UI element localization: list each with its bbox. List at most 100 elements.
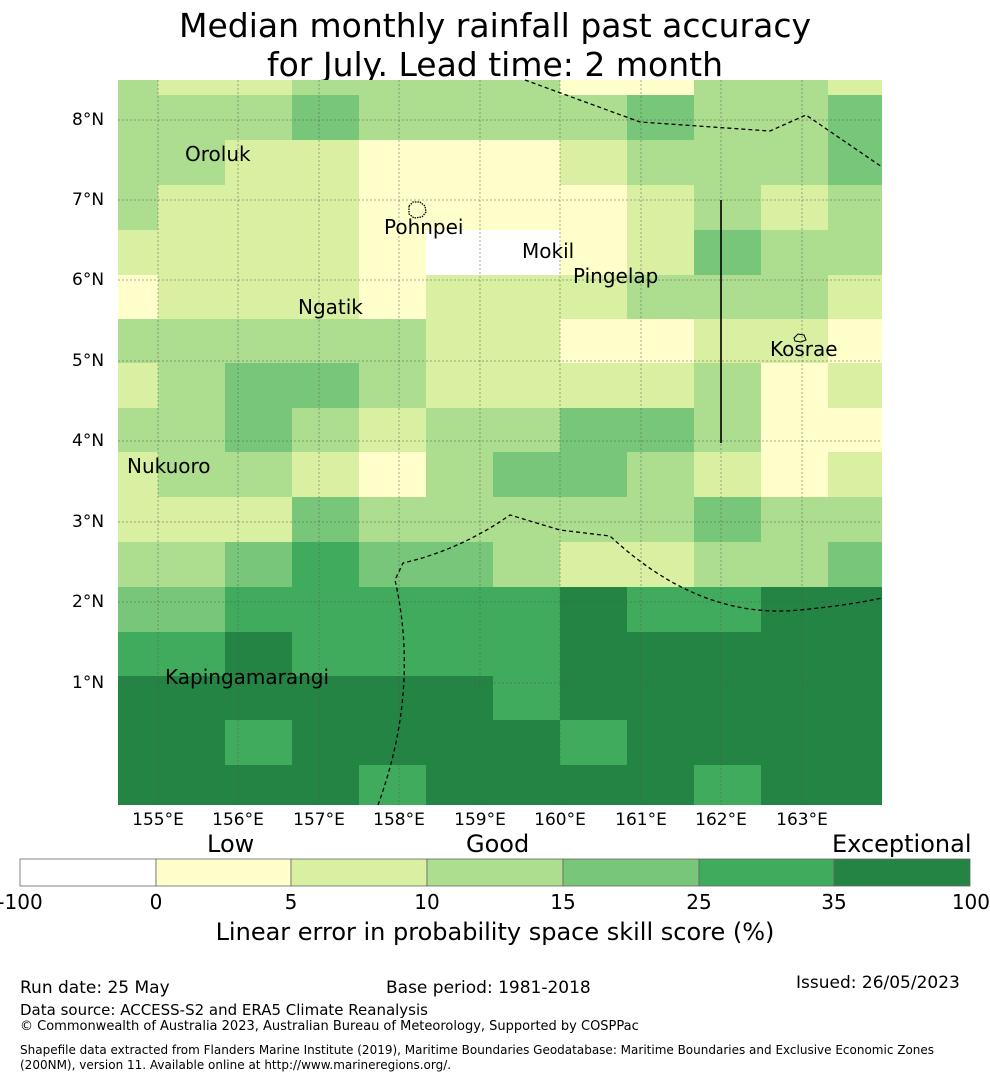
grid-cell bbox=[426, 632, 493, 676]
grid-cell bbox=[118, 497, 158, 542]
grid-cell bbox=[560, 95, 627, 140]
grid-cell bbox=[828, 408, 882, 452]
colorbar-swatch bbox=[290, 858, 428, 887]
grid-cell bbox=[694, 676, 761, 720]
grid-cell bbox=[828, 676, 882, 720]
grid-cell bbox=[118, 363, 158, 408]
colorbar-swatch bbox=[833, 858, 971, 887]
place-ngatik: Ngatik bbox=[298, 295, 363, 319]
legend-category-low: Low bbox=[207, 830, 255, 858]
grid-cell bbox=[225, 230, 292, 275]
grid-cell bbox=[493, 185, 560, 230]
grid-cell bbox=[292, 185, 359, 230]
lat-label-3n: 3°N bbox=[72, 512, 105, 532]
grid-cell bbox=[426, 497, 493, 542]
grid-cell bbox=[828, 230, 882, 275]
grid-cell bbox=[359, 185, 426, 230]
grid-cell bbox=[560, 363, 627, 408]
grid-cell bbox=[426, 95, 493, 140]
grid-cell bbox=[694, 140, 761, 185]
grid-cell bbox=[292, 720, 359, 765]
colorbar-swatch bbox=[426, 858, 564, 887]
grid-cell bbox=[359, 95, 426, 140]
place-kosrae: Kosrae bbox=[770, 337, 838, 361]
grid-cell bbox=[828, 497, 882, 542]
grid-cell bbox=[359, 542, 426, 587]
lon-label-161e: 161°E bbox=[615, 810, 667, 830]
grid-cell bbox=[426, 452, 493, 497]
grid-cell bbox=[158, 80, 225, 95]
lon-label-156e: 156°E bbox=[212, 810, 264, 830]
grid-cell bbox=[493, 80, 560, 95]
grid-cell bbox=[627, 185, 694, 230]
grid-cell bbox=[158, 185, 225, 230]
grid-cell bbox=[493, 408, 560, 452]
grid-cell bbox=[292, 765, 359, 805]
grid-cell bbox=[158, 632, 225, 676]
grid-cell bbox=[627, 275, 694, 319]
lat-label-1n: 1°N bbox=[72, 673, 105, 693]
grid-cell bbox=[828, 185, 882, 230]
colorbar-tick: 35 bbox=[821, 890, 847, 914]
grid-cell bbox=[493, 140, 560, 185]
grid-cell bbox=[694, 185, 761, 230]
grid-cell bbox=[225, 497, 292, 542]
colorbar-swatch bbox=[19, 858, 157, 887]
grid-cell bbox=[493, 587, 560, 632]
grid-cell bbox=[761, 632, 828, 676]
colorbar-swatch bbox=[698, 858, 835, 887]
grid-cell bbox=[761, 497, 828, 542]
grid-cell bbox=[828, 542, 882, 587]
grid-cell bbox=[560, 185, 627, 230]
grid-cell bbox=[292, 542, 359, 587]
grid-cell bbox=[359, 140, 426, 185]
grid-cell bbox=[118, 720, 158, 765]
grid-cell bbox=[761, 408, 828, 452]
grid-cell bbox=[560, 275, 627, 319]
grid-cell bbox=[225, 363, 292, 408]
grid-cell bbox=[292, 452, 359, 497]
place-kapingamarangi: Kapingamarangi bbox=[165, 665, 330, 689]
grid-cell bbox=[761, 676, 828, 720]
grid-cell bbox=[225, 95, 292, 140]
grid-cell bbox=[118, 80, 158, 95]
grid-cell bbox=[359, 676, 426, 720]
colorbar bbox=[19, 858, 971, 887]
grid-cell bbox=[560, 542, 627, 587]
place-mokil: Mokil bbox=[522, 239, 575, 263]
grid-cell bbox=[158, 95, 225, 140]
grid-cell bbox=[225, 275, 292, 319]
grid-cell bbox=[359, 452, 426, 497]
colorbar-tick: 100 bbox=[951, 890, 990, 914]
grid-cell bbox=[694, 497, 761, 542]
grid-cell bbox=[118, 408, 158, 452]
grid-cell bbox=[694, 80, 761, 95]
grid-cell bbox=[118, 542, 158, 587]
grid-cell bbox=[426, 140, 493, 185]
grid-cell bbox=[359, 632, 426, 676]
base-period: Base period: 1981-2018 bbox=[386, 978, 591, 998]
grid-cell bbox=[225, 80, 292, 95]
grid-cell bbox=[761, 587, 828, 632]
grid-cell bbox=[560, 140, 627, 185]
grid-cell bbox=[118, 452, 158, 497]
grid-cell bbox=[426, 587, 493, 632]
grid-cell bbox=[292, 319, 359, 363]
grid-cell bbox=[828, 720, 882, 765]
lon-label-163e: 163°E bbox=[776, 810, 828, 830]
lat-label-4n: 4°N bbox=[72, 431, 105, 451]
grid-cell bbox=[627, 363, 694, 408]
lon-label-162e: 162°E bbox=[695, 810, 747, 830]
grid-cell bbox=[493, 319, 560, 363]
grid-cell bbox=[627, 676, 694, 720]
grid-cell bbox=[292, 497, 359, 542]
grid-cell bbox=[292, 95, 359, 140]
grid-cell bbox=[493, 363, 560, 408]
grid-cell bbox=[761, 363, 828, 408]
grid-cell bbox=[158, 497, 225, 542]
grid-cell bbox=[158, 230, 225, 275]
grid-cell bbox=[225, 765, 292, 805]
pohnpei-island-outline bbox=[408, 201, 427, 219]
grid-cell bbox=[761, 95, 828, 140]
